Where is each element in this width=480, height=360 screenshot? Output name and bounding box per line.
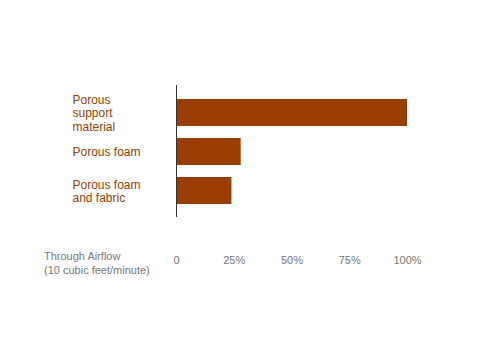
svg-text:Porous foam: Porous foam — [73, 145, 141, 159]
svg-text:Porous foamand fabric: Porous foamand fabric — [73, 178, 141, 206]
svg-text:Poroussupportmaterial: Poroussupportmaterial — [73, 93, 116, 135]
html-text:(10 cubic feet/minute): (10 cubic feet/minute) — [44, 264, 150, 276]
svg-text:50%: 50% — [281, 254, 303, 266]
html-text:Through Airflow: Through Airflow — [44, 250, 121, 262]
svg-text:100%: 100% — [393, 254, 421, 266]
svg-text:75%: 75% — [339, 254, 361, 266]
svg-text:0: 0 — [173, 254, 179, 266]
svg-text:25%: 25% — [223, 254, 245, 266]
